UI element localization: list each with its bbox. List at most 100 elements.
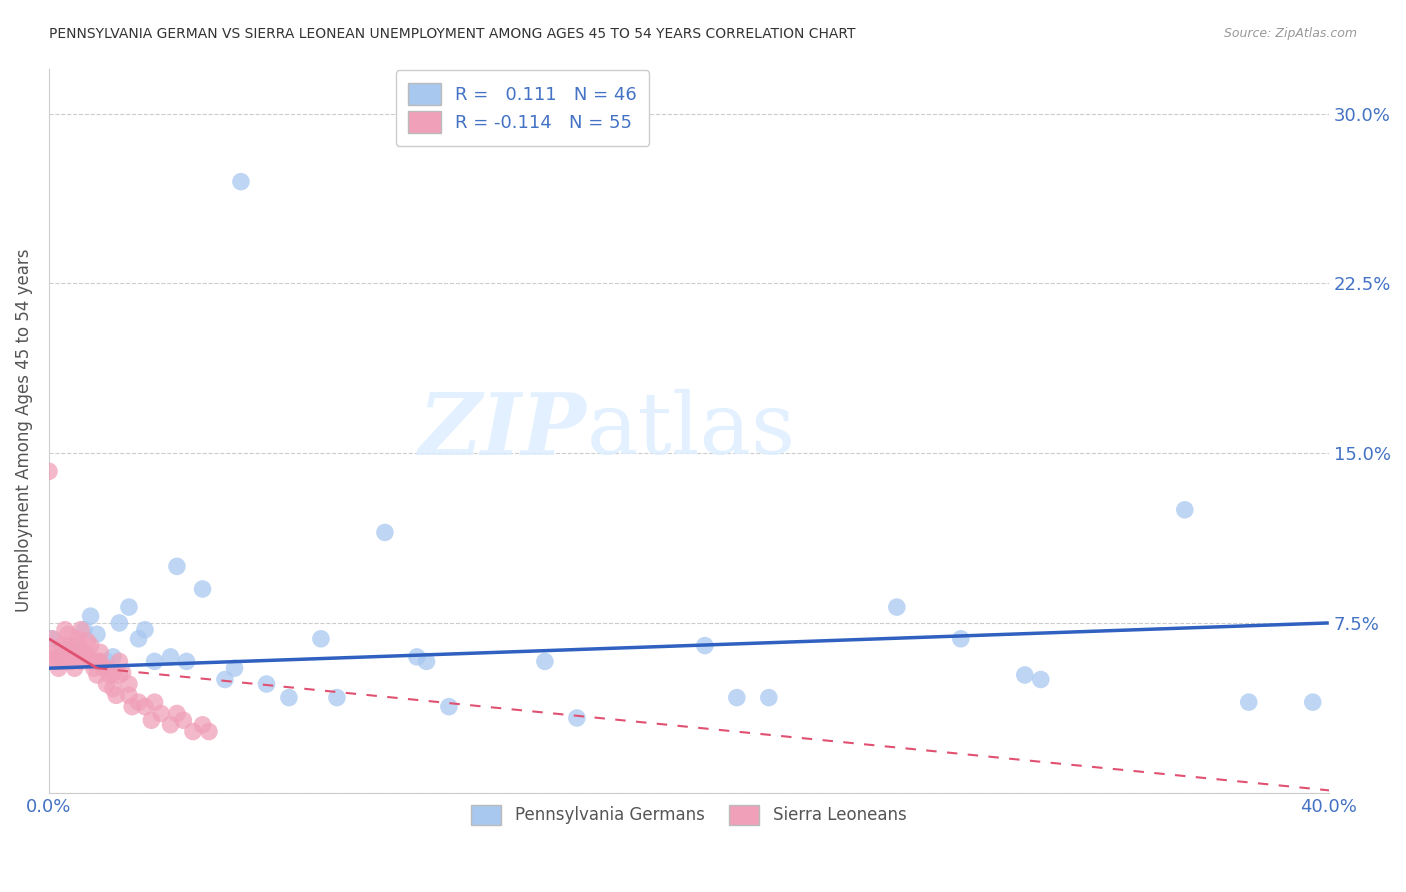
Point bbox=[93, 661, 115, 675]
Point bbox=[134, 699, 156, 714]
Point bbox=[98, 668, 121, 682]
Point bbox=[949, 632, 972, 646]
Point bbox=[166, 706, 188, 721]
Point bbox=[278, 690, 301, 705]
Point bbox=[63, 649, 86, 664]
Point bbox=[1014, 668, 1036, 682]
Point bbox=[118, 689, 141, 703]
Point bbox=[111, 665, 134, 680]
Point bbox=[70, 623, 93, 637]
Point bbox=[886, 600, 908, 615]
Point bbox=[86, 668, 108, 682]
Point bbox=[86, 627, 108, 641]
Point bbox=[83, 661, 105, 675]
Point bbox=[73, 623, 96, 637]
Point bbox=[60, 639, 83, 653]
Point bbox=[101, 681, 124, 696]
Point bbox=[176, 654, 198, 668]
Point bbox=[60, 645, 83, 659]
Point bbox=[1302, 695, 1324, 709]
Point bbox=[534, 654, 557, 668]
Point bbox=[118, 600, 141, 615]
Point bbox=[66, 632, 89, 646]
Point bbox=[96, 677, 118, 691]
Point bbox=[56, 639, 79, 653]
Point bbox=[53, 643, 76, 657]
Point bbox=[134, 623, 156, 637]
Point bbox=[437, 699, 460, 714]
Point bbox=[38, 464, 60, 478]
Point bbox=[41, 632, 63, 646]
Point bbox=[76, 649, 98, 664]
Point bbox=[725, 690, 748, 705]
Point bbox=[326, 690, 349, 705]
Point bbox=[79, 639, 101, 653]
Point bbox=[101, 665, 124, 680]
Point bbox=[48, 649, 70, 664]
Text: ZIP: ZIP bbox=[419, 389, 586, 473]
Point bbox=[309, 632, 332, 646]
Point bbox=[141, 713, 163, 727]
Point bbox=[128, 632, 150, 646]
Text: PENNSYLVANIA GERMAN VS SIERRA LEONEAN UNEMPLOYMENT AMONG AGES 45 TO 54 YEARS COR: PENNSYLVANIA GERMAN VS SIERRA LEONEAN UN… bbox=[49, 27, 856, 41]
Point bbox=[73, 645, 96, 659]
Point bbox=[56, 627, 79, 641]
Point bbox=[229, 175, 252, 189]
Point bbox=[105, 689, 128, 703]
Point bbox=[172, 713, 194, 727]
Point bbox=[96, 654, 118, 668]
Point bbox=[79, 609, 101, 624]
Point bbox=[198, 724, 221, 739]
Point bbox=[1174, 503, 1197, 517]
Point bbox=[565, 711, 588, 725]
Legend: Pennsylvania Germans, Sierra Leoneans: Pennsylvania Germans, Sierra Leoneans bbox=[461, 795, 917, 835]
Point bbox=[53, 623, 76, 637]
Point bbox=[143, 695, 166, 709]
Point bbox=[214, 673, 236, 687]
Point bbox=[108, 668, 131, 682]
Text: atlas: atlas bbox=[586, 389, 796, 472]
Point bbox=[159, 649, 181, 664]
Point bbox=[66, 645, 89, 659]
Point bbox=[758, 690, 780, 705]
Point bbox=[1237, 695, 1260, 709]
Point bbox=[89, 654, 111, 668]
Point bbox=[86, 654, 108, 668]
Point bbox=[79, 654, 101, 668]
Point bbox=[693, 639, 716, 653]
Point bbox=[51, 654, 73, 668]
Point bbox=[121, 699, 143, 714]
Point bbox=[118, 677, 141, 691]
Point bbox=[149, 706, 172, 721]
Point bbox=[191, 582, 214, 596]
Point bbox=[48, 661, 70, 675]
Point bbox=[41, 632, 63, 646]
Y-axis label: Unemployment Among Ages 45 to 54 years: Unemployment Among Ages 45 to 54 years bbox=[15, 249, 32, 612]
Point bbox=[48, 649, 70, 664]
Point bbox=[63, 661, 86, 675]
Point bbox=[76, 634, 98, 648]
Point bbox=[191, 718, 214, 732]
Point bbox=[70, 654, 93, 668]
Point bbox=[66, 639, 89, 653]
Point bbox=[256, 677, 278, 691]
Point bbox=[53, 649, 76, 664]
Point bbox=[108, 615, 131, 630]
Point bbox=[224, 661, 246, 675]
Point bbox=[166, 559, 188, 574]
Point bbox=[101, 649, 124, 664]
Point bbox=[159, 718, 181, 732]
Point bbox=[96, 661, 118, 675]
Point bbox=[89, 645, 111, 659]
Text: Source: ZipAtlas.com: Source: ZipAtlas.com bbox=[1223, 27, 1357, 40]
Point bbox=[51, 639, 73, 653]
Point bbox=[60, 654, 83, 668]
Point bbox=[108, 654, 131, 668]
Point bbox=[143, 654, 166, 668]
Point bbox=[44, 645, 66, 659]
Point bbox=[1029, 673, 1052, 687]
Point bbox=[374, 525, 396, 540]
Point bbox=[415, 654, 437, 668]
Point bbox=[41, 649, 63, 664]
Point bbox=[181, 724, 204, 739]
